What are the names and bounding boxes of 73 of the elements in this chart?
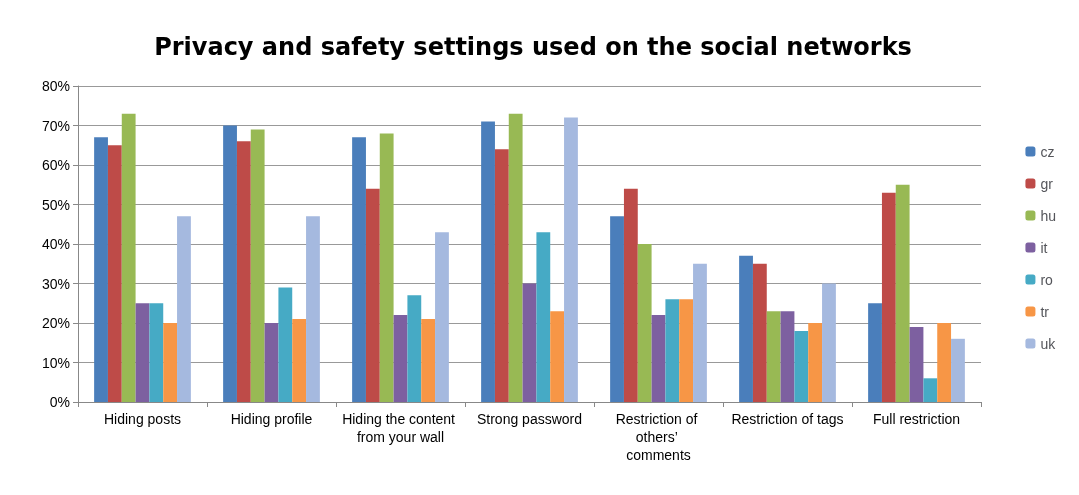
bar: [881, 192, 896, 402]
bar: [536, 232, 551, 402]
bar: [135, 303, 150, 402]
bar: [421, 319, 436, 402]
x-tick-label: Strong password: [476, 411, 583, 427]
bar: [564, 117, 578, 402]
bar: [637, 244, 652, 402]
y-tick-label: 70%: [41, 117, 70, 134]
y-tick-label: 0%: [49, 394, 70, 410]
bar: [752, 263, 767, 402]
bar: [236, 141, 251, 402]
bar: [481, 121, 495, 402]
bar: [623, 188, 638, 402]
x-tick-label: Hiding posts: [103, 411, 182, 427]
bar: [522, 283, 537, 402]
bar: [407, 295, 422, 402]
bar: [494, 149, 509, 402]
bar: [923, 378, 938, 402]
bar: [951, 338, 965, 402]
bar: [163, 323, 178, 402]
legend-label: ro: [1040, 271, 1054, 288]
bar: [121, 113, 136, 402]
bar: [223, 125, 237, 402]
bar: [780, 311, 795, 402]
bar: [610, 216, 624, 402]
x-tick-label: Restriction of tags: [731, 411, 844, 427]
x-tick-label: Hiding profile: [230, 411, 313, 427]
legend-label: cz: [1040, 143, 1055, 160]
bar: [278, 287, 293, 402]
bar: [679, 299, 694, 402]
bar: [868, 303, 882, 402]
y-tick-label: 30%: [41, 275, 70, 292]
bar: [651, 315, 666, 402]
bar: [306, 216, 320, 402]
bar: [177, 216, 191, 402]
bar: [264, 323, 279, 402]
bar: [393, 315, 408, 402]
bar: [107, 145, 122, 402]
y-tick-label: 60%: [41, 157, 70, 173]
bar: [250, 129, 265, 402]
bar: [766, 311, 781, 402]
bar: [379, 133, 394, 402]
bar: [739, 255, 753, 402]
bar: [149, 303, 164, 402]
x-tick-label: Full restriction: [872, 411, 961, 427]
legend-label: uk: [1040, 335, 1057, 352]
legend-label: gr: [1040, 175, 1054, 192]
y-tick-label: 50%: [41, 196, 70, 213]
y-tick-label: 40%: [41, 236, 70, 252]
bar: [794, 330, 809, 402]
bar: [822, 283, 836, 402]
x-tick-label: Restriction of others’ comments: [615, 411, 702, 463]
bar: [292, 319, 307, 402]
bar: [693, 263, 707, 402]
bar: [435, 232, 449, 402]
bar: [895, 184, 910, 402]
chart-title: Privacy and safety settings used on the social networks: [154, 33, 912, 61]
bar: [665, 299, 680, 402]
legend-label: hu: [1040, 207, 1057, 224]
legend-label: it: [1040, 239, 1048, 256]
bar: [909, 326, 924, 402]
legend-label: tr: [1040, 303, 1050, 320]
bar: [94, 137, 108, 402]
bar: [808, 323, 823, 402]
bar: [352, 137, 366, 402]
bar: [937, 323, 952, 402]
y-tick-label: 10%: [41, 354, 70, 371]
y-tick-label: 80%: [41, 78, 70, 94]
bar: [550, 311, 565, 402]
bar: [508, 113, 523, 402]
bar: [365, 188, 380, 402]
y-tick-label: 20%: [41, 315, 70, 331]
x-tick-label: Hiding the content from your wall: [342, 411, 459, 445]
